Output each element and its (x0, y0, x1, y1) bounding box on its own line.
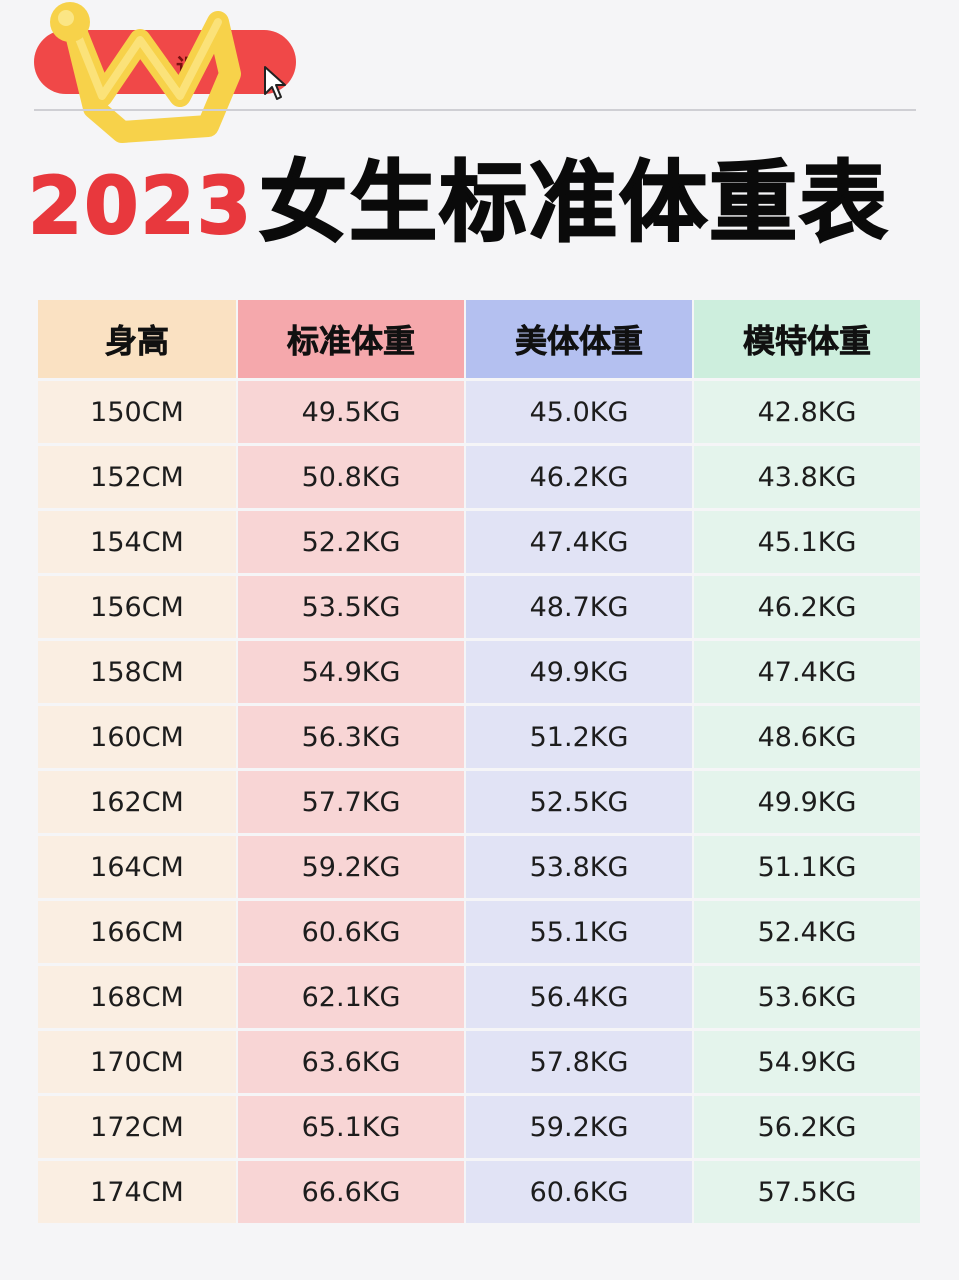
table-cell: 51.2KG (466, 706, 692, 768)
table-cell: 50.8KG (238, 446, 464, 508)
crown-icon (50, 2, 241, 143)
table-cell: 59.2KG (466, 1096, 692, 1158)
table-cell: 57.5KG (694, 1161, 920, 1223)
table-cell: 66.6KG (238, 1161, 464, 1223)
table-cell: 168CM (38, 966, 236, 1028)
table-cell: 56.4KG (466, 966, 692, 1028)
table-cell: 52.5KG (466, 771, 692, 833)
table-cell: 56.3KG (238, 706, 464, 768)
table-cell: 60.6KG (238, 901, 464, 963)
table-cell: 43.8KG (694, 446, 920, 508)
table-cell: 158CM (38, 641, 236, 703)
cursor-arrow-icon (264, 66, 286, 100)
column-header: 模特体重 (694, 300, 920, 378)
title-main: 女生标准体重表 (258, 150, 890, 255)
table-cell: 56.2KG (694, 1096, 920, 1158)
table-cell: 49.9KG (694, 771, 920, 833)
table-cell: 51.1KG (694, 836, 920, 898)
table-cell: 172CM (38, 1096, 236, 1158)
body-weight-column: 美体体重 45.0KG 46.2KG 47.4KG 48.7KG 49.9KG 51.2KG… (466, 300, 692, 1223)
table-cell: 63.6KG (238, 1031, 464, 1093)
table-cell: 57.7KG (238, 771, 464, 833)
table-cell: 162CM (38, 771, 236, 833)
table-cell: 45.0KG (466, 381, 692, 443)
weight-table: 身高 150CM 152CM 154CM 156CM 158CM 160CM 162CM 164… (38, 300, 920, 1223)
divider (34, 109, 916, 111)
table-cell: 47.4KG (694, 641, 920, 703)
table-cell: 46.2KG (466, 446, 692, 508)
column-header: 身高 (38, 300, 236, 378)
table-cell: 42.8KG (694, 381, 920, 443)
table-cell: 49.9KG (466, 641, 692, 703)
table-cell: 49.5KG (238, 381, 464, 443)
table-cell: 154CM (38, 511, 236, 573)
model-weight-column: 模特体重 42.8KG 43.8KG 45.1KG 46.2KG 47.4KG 48.6KG… (694, 300, 920, 1223)
table-cell: 59.2KG (238, 836, 464, 898)
page-title: 2023女生标准体重表 (27, 138, 890, 293)
table-cell: 166CM (38, 901, 236, 963)
table-cell: 54.9KG (238, 641, 464, 703)
table-cell: 52.2KG (238, 511, 464, 573)
column-header: 美体体重 (466, 300, 692, 378)
table-cell: 54.9KG (694, 1031, 920, 1093)
table-cell: 65.1KG (238, 1096, 464, 1158)
standard-weight-column: 标准体重 49.5KG 50.8KG 52.2KG 53.5KG 54.9KG 56.3KG… (238, 300, 464, 1223)
table-cell: 48.7KG (466, 576, 692, 638)
table-cell: 45.1KG (694, 511, 920, 573)
table-cell: 53.8KG (466, 836, 692, 898)
height-column: 身高 150CM 152CM 154CM 156CM 158CM 160CM 162CM 164… (38, 300, 236, 1223)
table-cell: 164CM (38, 836, 236, 898)
table-cell: 170CM (38, 1031, 236, 1093)
table-cell: 46.2KG (694, 576, 920, 638)
table-cell: 53.5KG (238, 576, 464, 638)
table-cell: 57.8KG (466, 1031, 692, 1093)
table-cell: 60.6KG (466, 1161, 692, 1223)
table-cell: 152CM (38, 446, 236, 508)
table-cell: 160CM (38, 706, 236, 768)
table-cell: 52.4KG (694, 901, 920, 963)
table-cell: 47.4KG (466, 511, 692, 573)
table-cell: 150CM (38, 381, 236, 443)
column-header: 标准体重 (238, 300, 464, 378)
table-cell: 55.1KG (466, 901, 692, 963)
title-year: 2023 (27, 161, 254, 253)
table-cell: 53.6KG (694, 966, 920, 1028)
table-cell: 48.6KG (694, 706, 920, 768)
table-cell: 62.1KG (238, 966, 464, 1028)
table-cell: 156CM (38, 576, 236, 638)
table-cell: 174CM (38, 1161, 236, 1223)
